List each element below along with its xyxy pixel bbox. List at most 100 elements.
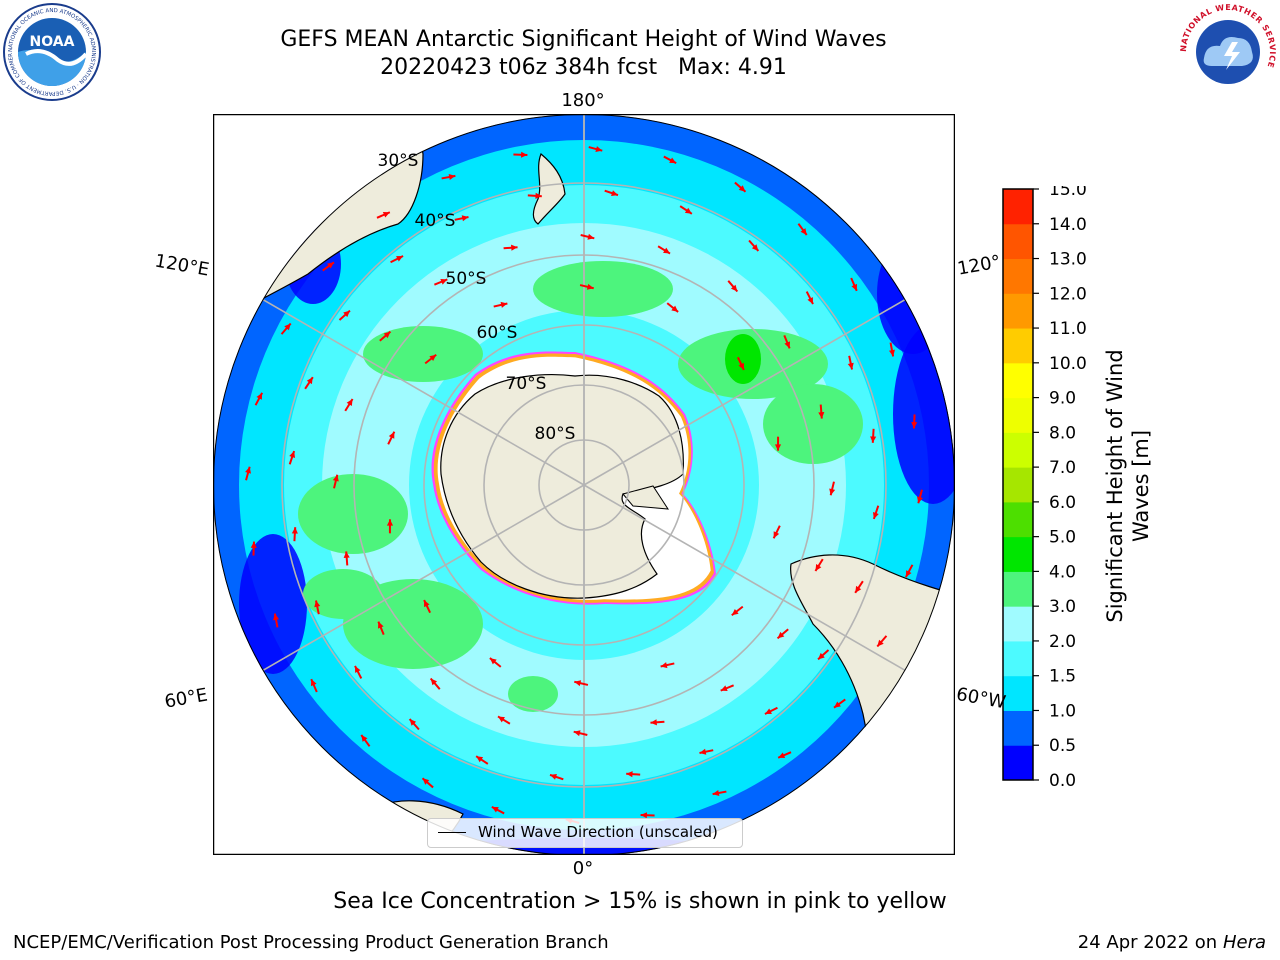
wave-arrowhead [917,496,923,504]
latitude-label: 40°S [415,211,456,231]
footer-credit: NCEP/EMC/Verification Post Processing Pr… [13,932,609,953]
wave-arrowhead [430,678,438,686]
wave-arrowhead [346,398,353,406]
wave-arrowhead [489,658,497,665]
wave-arrowhead [314,600,321,608]
colorbar-segment [1003,640,1033,677]
wave-arrowhead [699,748,707,755]
meridian-line [583,484,949,696]
high-wave-patch [303,569,383,619]
wave-arrowhead [361,734,368,742]
wave-arrowhead [738,185,746,192]
wave-arrowhead [245,466,251,474]
meridian-line [219,274,585,486]
wave-arrowhead [851,283,858,291]
wave-arrowhead [574,680,582,687]
wave-arrowhead [720,685,728,692]
wave-arrowhead [684,207,692,214]
colorbar-tick-label: 15.0 [1049,186,1087,200]
wave-arrowhead [429,354,437,362]
wave-arrowhead [424,600,430,608]
low-wave-patch [239,534,307,674]
wave-arrowhead [751,244,759,251]
meridian-label: 60°E [163,684,209,712]
antarctic-peninsula [622,485,669,510]
meridian-label: 180° [561,90,604,111]
wave-arrowhead [396,256,404,262]
wave-arrowhead [573,730,581,737]
footer-date: 24 Apr 2022 on Hera [1078,932,1266,953]
colorbar-segment [1003,571,1033,607]
colorbar-segment [1003,675,1033,711]
wave-arrowhead [778,752,786,759]
colorbar-segment [1003,397,1033,433]
colorbar-tick-label: 9.0 [1049,389,1076,409]
wave-arrowhead [829,488,836,496]
colorbar-segment [1003,328,1033,364]
latitude-label: 60°S [477,323,518,343]
colorbar-tick-label: 13.0 [1049,250,1087,270]
colorbar-segment [1003,258,1033,294]
meridian-label: 0° [573,858,593,879]
wave-arrowhead [640,812,648,819]
high-wave-patch [763,384,863,464]
wave-arrowhead [289,451,296,458]
meridian-line [583,274,949,486]
colorbar-tick-label: 8.0 [1049,423,1076,443]
colorbar-tick-label: 6.0 [1049,493,1076,513]
latitude-label: 80°S [535,424,576,444]
wave-arrowhead [784,341,791,349]
colorbar-segment [1003,710,1033,746]
wave-arrowhead [626,771,633,778]
high-wave-patch [533,261,673,317]
wave-arrowhead [777,631,785,639]
wave-arrowhead [587,233,595,240]
wave-arrowhead [669,157,677,164]
colorbar-segment [1003,745,1033,781]
wave-arrowhead [497,716,505,723]
colorbar-tick-label: 0.5 [1049,736,1076,756]
wave-arrowhead [660,662,668,669]
wave-arrowhead [382,211,390,218]
wave-arrowhead [343,551,350,558]
wave-arrowhead [731,608,739,616]
latitude-label: 70°S [506,374,547,394]
wave-arrowhead [888,349,895,357]
colorbar-tick-label: 5.0 [1049,528,1076,548]
colorbar-tick-label: 12.0 [1049,284,1087,304]
wave-arrowhead [818,652,825,660]
colorbar-label: Significant Height of WindWaves [m] [1103,349,1153,622]
colorbar-tick-label: 11.0 [1049,319,1087,339]
noaa-logo: NOAA NATIONAL OCEANIC AND ATMOSPHERIC AD… [2,2,101,101]
wave-arrowhead [491,806,499,813]
wave-arrowhead [663,247,671,254]
wave-arrowhead [550,773,557,780]
wave-arrowhead [511,244,518,251]
wave-arrowhead [327,262,335,269]
polar-map: 30°S 40°S 50°S 60°S 70°S 80°S [213,114,955,855]
svg-text:NOAA: NOAA [30,34,75,50]
colorbar-segment [1003,501,1033,538]
wave-arrowhead [332,474,339,482]
wave-arrowhead [847,362,854,370]
meridian-label: 120° [956,251,1002,279]
sea-ice-note: Sea Ice Concentration > 15% is shown in … [333,889,947,914]
legend-line-sample [438,832,466,833]
colorbar-tick-label: 1.0 [1049,701,1076,721]
latitude-label: 50°S [446,269,487,289]
wave-arrowhead [800,228,807,236]
wave-arrowhead [343,310,350,318]
map-legend: Wind Wave Direction (unscaled) [427,818,743,848]
colorbar-tick-label: 7.0 [1049,458,1076,478]
colorbar-segment [1003,432,1033,468]
colorbar-segment [1003,293,1033,329]
map-frame [213,114,955,855]
wave-arrowhead [611,190,618,197]
wave-arrowhead [586,283,594,290]
colorbar-tick-label: 14.0 [1049,215,1087,235]
colorbar-segment [1003,223,1033,260]
colorbar-tick-label: 3.0 [1049,597,1076,617]
wave-arrowhead [409,719,417,726]
wave-arrowhead [535,192,542,199]
colorbar-tick-label: 1.5 [1049,667,1076,687]
